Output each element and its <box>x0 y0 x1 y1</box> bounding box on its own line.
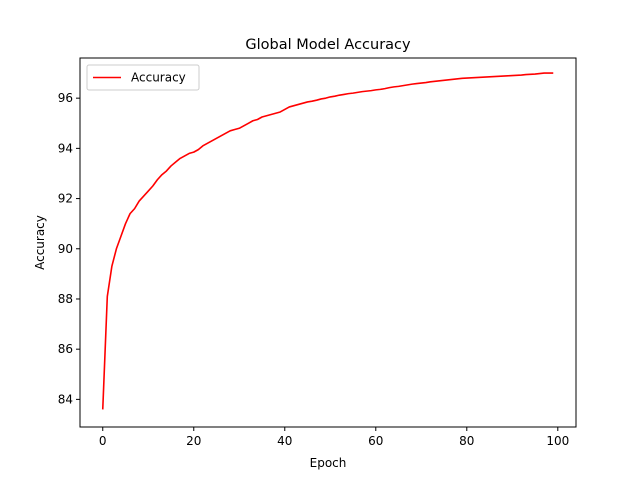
legend: Accuracy <box>86 64 200 91</box>
y-axis-label: Accuracy <box>33 215 47 270</box>
y-tick-label: 92 <box>58 192 73 206</box>
x-tick-label: 0 <box>99 434 107 448</box>
x-tick-label: 20 <box>186 434 201 448</box>
x-tick-label: 60 <box>368 434 383 448</box>
axes-frame <box>79 57 577 428</box>
y-tick-label: 84 <box>58 392 73 406</box>
y-tick-label: 96 <box>58 91 73 105</box>
y-tick-label: 86 <box>58 342 73 356</box>
x-tick-label: 100 <box>546 434 569 448</box>
y-tick-label: 88 <box>58 292 73 306</box>
y-tick-label: 94 <box>58 141 73 155</box>
y-axis-ticks: 84 86 88 90 92 94 96 <box>58 91 80 406</box>
x-tick-label: 40 <box>277 434 292 448</box>
series-line-accuracy <box>101 72 554 410</box>
x-axis-ticks: 0 20 40 60 80 100 <box>99 427 569 448</box>
x-axis-label: Epoch <box>310 456 347 470</box>
series-layer <box>101 72 554 410</box>
chart-title: Global Model Accuracy <box>245 37 411 53</box>
x-tick-label: 80 <box>459 434 474 448</box>
legend-box <box>86 64 200 91</box>
legend-label-accuracy: Accuracy <box>131 71 186 85</box>
y-tick-label: 90 <box>58 242 73 256</box>
